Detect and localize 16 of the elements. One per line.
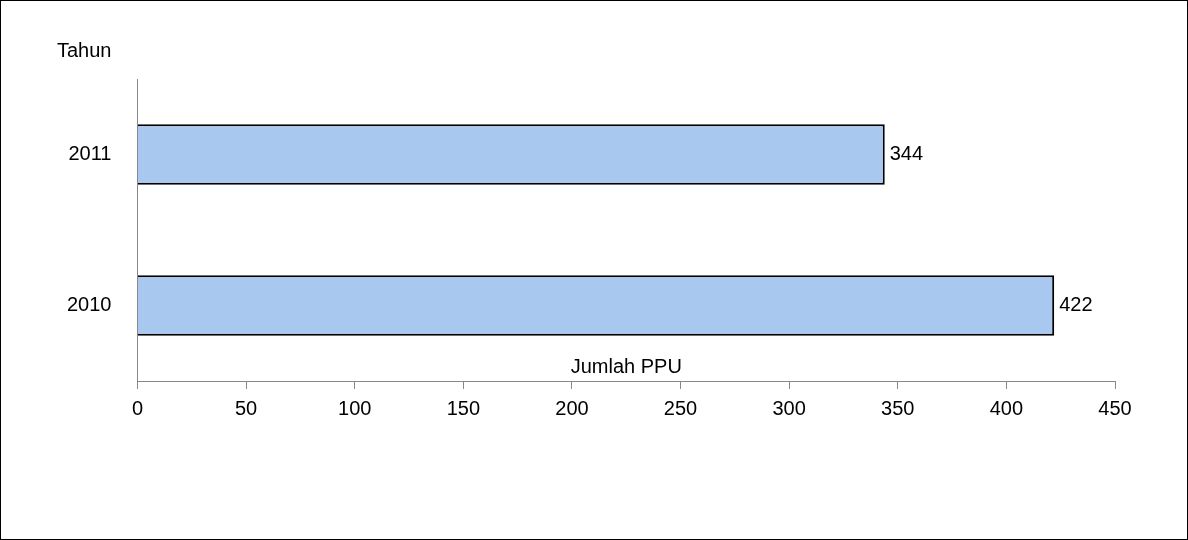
x-tick-label: 0 (131, 396, 144, 419)
x-tick-label: 50 (234, 396, 258, 419)
data-label: 344 (889, 142, 924, 165)
x-tick-label: 250 (663, 396, 698, 419)
x-tick-label: 400 (989, 396, 1024, 419)
x-axis-title: Jumlah PPU (570, 354, 682, 377)
x-tick-label: 150 (446, 396, 481, 419)
y-tick-label: 2010 (66, 293, 112, 316)
y-axis-title: Tahun (57, 38, 112, 61)
x-tick-label: 300 (772, 396, 806, 419)
data-label: 422 (1059, 293, 1093, 316)
x-tick-label: 200 (555, 396, 589, 419)
x-tick-label: 450 (1098, 396, 1132, 419)
y-tick-label: 2011 (68, 142, 112, 165)
x-tick-label: 100 (338, 396, 372, 419)
x-tick-label: 350 (881, 396, 915, 419)
